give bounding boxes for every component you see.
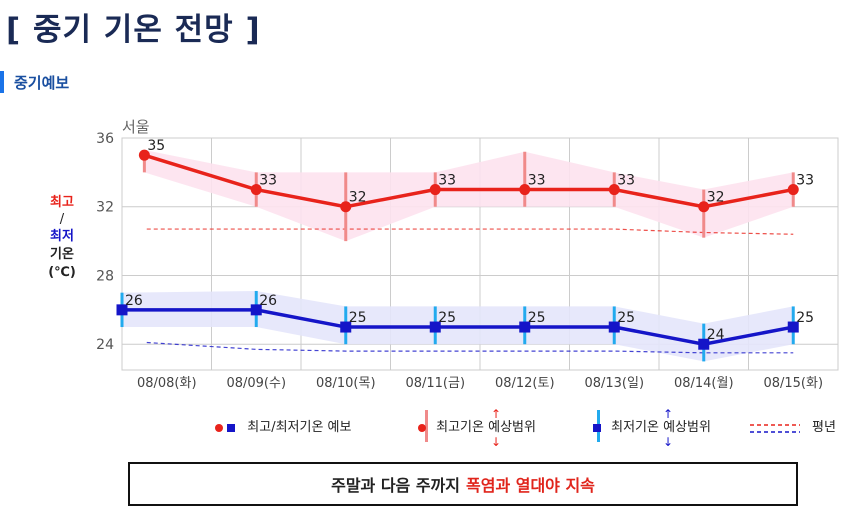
data-label: 26 xyxy=(259,293,277,309)
summary-highlight: 폭염과 열대야 지속 xyxy=(466,476,595,495)
normal-line-최고 xyxy=(146,228,794,235)
legend-low-up-arrow-icon: ↑ xyxy=(663,407,673,421)
x-tick-label: 08/08(화) xyxy=(137,376,197,391)
section-label: 중기예보 xyxy=(14,73,70,92)
legend-high-up-arrow-icon: ↑ xyxy=(491,407,501,421)
data-label: 25 xyxy=(796,310,814,326)
legend-normal: 평년 xyxy=(812,416,836,435)
data-label: 33 xyxy=(796,173,814,189)
legend-high-dot-icon xyxy=(215,423,223,432)
data-point xyxy=(116,304,128,316)
legend-forecast-label: 최고/최저기온 예보 xyxy=(247,420,352,435)
data-point xyxy=(698,338,710,350)
data-point xyxy=(429,321,441,333)
data-label: 33 xyxy=(617,173,635,189)
data-point xyxy=(519,321,531,333)
data-label: 25 xyxy=(438,310,456,326)
y-tick-label: 24 xyxy=(96,337,114,353)
data-point xyxy=(519,184,531,196)
legend-high-range-bar-icon xyxy=(425,410,428,442)
data-label: 32 xyxy=(349,190,367,206)
summary-box: 주말과 다음 주까지 폭염과 열대야 지속 xyxy=(128,462,798,506)
legend-forecast: 최고/최저기온 예보 xyxy=(215,416,351,435)
data-point xyxy=(787,321,799,333)
data-point xyxy=(608,184,620,196)
legend-low-range: 최저기온 예상범위 xyxy=(593,416,711,435)
page-title: [ 중기 기온 전망 ] xyxy=(6,12,261,48)
data-label: 25 xyxy=(617,310,635,326)
y-tick-label: 28 xyxy=(96,268,114,284)
legend-low-range-icon xyxy=(593,423,601,432)
summary-text: 주말과 다음 주까지 xyxy=(331,476,460,495)
x-tick-label: 08/13(일) xyxy=(584,376,644,391)
x-tick-label: 08/12(토) xyxy=(495,376,555,391)
data-point xyxy=(429,184,441,196)
legend-high-range-icon xyxy=(418,423,426,432)
x-tick-label: 08/15(화) xyxy=(763,376,823,391)
ylabel-low: 최저 xyxy=(50,229,74,244)
data-point xyxy=(138,149,150,161)
y-tick-label: 32 xyxy=(96,200,114,216)
data-label: 33 xyxy=(438,173,456,189)
y-tick-label: 36 xyxy=(96,131,114,147)
series-line-최저 xyxy=(122,308,794,347)
legend-normal-label: 평년 xyxy=(812,420,836,435)
data-label: 25 xyxy=(528,310,546,326)
data-label: 26 xyxy=(125,293,143,309)
data-point xyxy=(340,321,352,333)
range-band-최고 xyxy=(144,150,794,242)
ylabel-separator: / xyxy=(60,212,65,227)
data-point xyxy=(608,321,620,333)
data-label: 24 xyxy=(707,327,725,343)
data-label: 33 xyxy=(528,173,546,189)
legend-low-range-label: 최저기온 예상범위 xyxy=(611,420,711,435)
data-point xyxy=(340,201,352,213)
x-tick-label: 08/09(수) xyxy=(226,376,286,391)
ylabel-word: 기온 xyxy=(50,247,74,262)
ylabel-unit: (℃) xyxy=(48,265,76,280)
series-line-최고 xyxy=(143,153,794,209)
data-label: 25 xyxy=(349,310,367,326)
data-point xyxy=(698,201,710,213)
data-point xyxy=(250,304,262,316)
legend-high-range-label: 최고기온 예상범위 xyxy=(436,420,536,435)
normal-line-최저 xyxy=(146,341,794,354)
x-tick-label: 08/14(월) xyxy=(674,376,734,391)
data-label: 32 xyxy=(707,190,725,206)
x-tick-label: 08/10(목) xyxy=(316,376,376,391)
x-tick-label: 08/11(금) xyxy=(405,376,465,391)
legend-low-square-icon xyxy=(227,423,236,432)
data-point xyxy=(250,184,262,196)
chart-title: 서울 xyxy=(122,118,150,136)
section-header: 중기예보 xyxy=(0,70,69,94)
ylabel-high: 최고 xyxy=(50,195,74,210)
section-accent-bar xyxy=(0,71,4,93)
legend-high-range: 최고기온 예상범위 xyxy=(418,416,536,435)
data-label: 33 xyxy=(259,173,277,189)
legend-low-down-arrow-icon: ↓ xyxy=(663,435,673,449)
data-point xyxy=(787,184,799,196)
data-label: 35 xyxy=(147,138,165,154)
legend-high-down-arrow-icon: ↓ xyxy=(491,435,501,449)
